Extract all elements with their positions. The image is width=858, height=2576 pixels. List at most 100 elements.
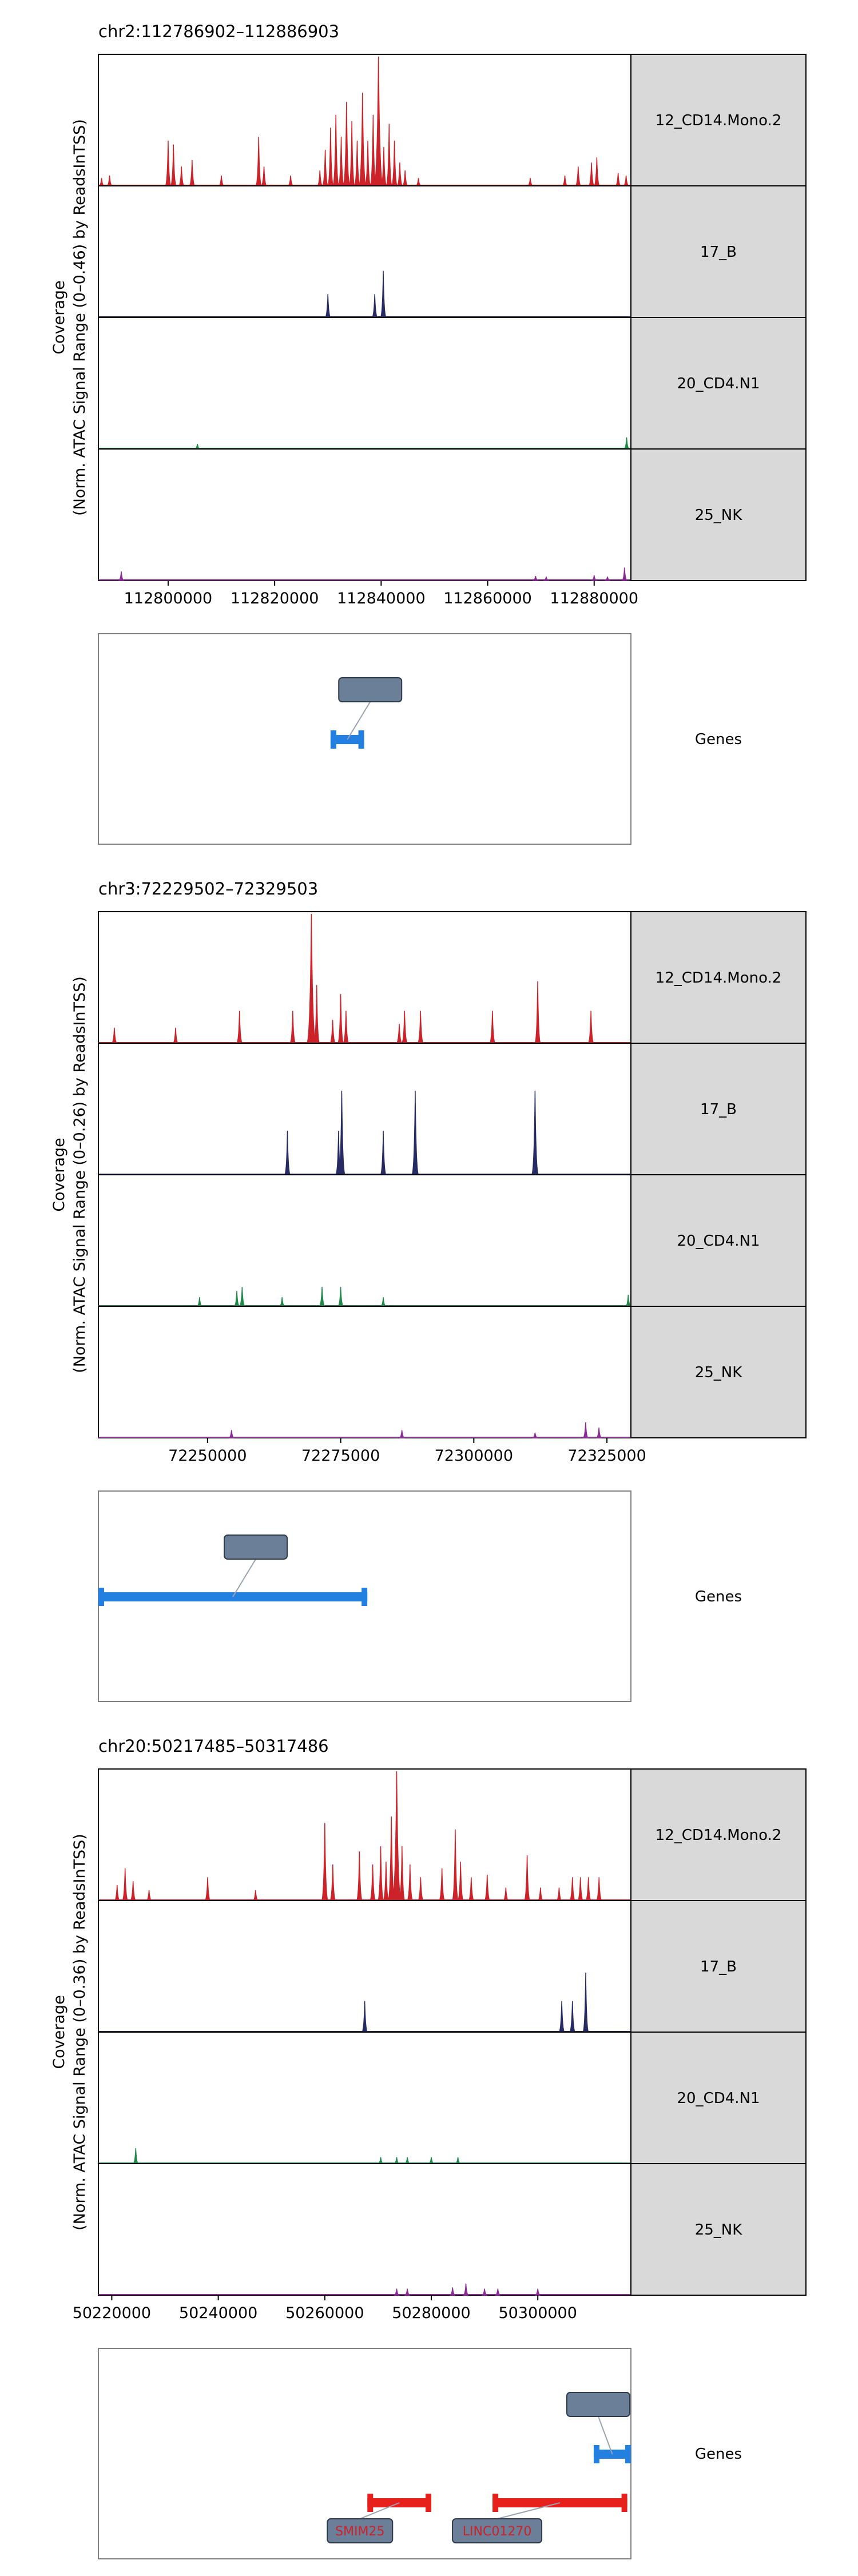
peak	[411, 1091, 419, 1175]
peak	[289, 1011, 296, 1044]
gene-exon	[492, 2494, 499, 2512]
gene-label-box	[452, 2518, 543, 2543]
peak	[327, 128, 334, 186]
track-label: 17_B	[700, 1958, 737, 1975]
track-12_CD14.Mono.2: 12_CD14.Mono.2	[98, 911, 807, 1044]
peak	[121, 1868, 129, 1901]
peak	[399, 1846, 406, 1901]
peak	[407, 1864, 414, 1901]
gene-label-box	[566, 2392, 630, 2417]
peak	[353, 140, 361, 186]
gene-track: Genes	[98, 1490, 742, 1702]
peak	[358, 93, 367, 186]
peak	[558, 2001, 565, 2033]
gene-track-frame	[98, 633, 631, 845]
peak	[337, 994, 344, 1044]
gene-2: LINC01270	[452, 2494, 627, 2543]
track-label: 12_CD14.Mono.2	[656, 969, 782, 987]
gene-exon	[625, 2445, 631, 2463]
peak	[489, 1011, 496, 1044]
peak	[321, 149, 329, 186]
gene-exon	[367, 2494, 374, 2512]
peak	[170, 144, 177, 186]
x-tick-label: 112840000	[337, 590, 426, 607]
peak	[364, 140, 371, 186]
track-label-box	[630, 317, 807, 450]
x-tick-label: 72325000	[567, 1447, 646, 1465]
track-frame	[98, 1174, 631, 1307]
track-label: 12_CD14.Mono.2	[656, 1827, 782, 1844]
gene-label-box	[224, 1535, 288, 1560]
track-20_CD4.N1: 20_CD4.N1	[98, 1174, 807, 1307]
gene-body	[330, 735, 364, 744]
x-tick-label: 112800000	[124, 590, 213, 607]
y-axis-label-line-1: Coverage	[50, 1138, 68, 1211]
x-tick-label: 50280000	[392, 2304, 470, 2322]
peak	[457, 1862, 464, 1901]
peak	[383, 1862, 390, 1901]
gene-track: Genes	[98, 633, 742, 845]
track-frame	[98, 2163, 631, 2296]
peak	[284, 1131, 291, 1175]
peak	[523, 1855, 531, 1901]
peak	[236, 1011, 243, 1044]
peak	[380, 147, 387, 186]
track-25_NK: 25_NK	[98, 1306, 807, 1438]
peak	[531, 1091, 539, 1175]
gene-exon	[330, 730, 336, 749]
peak	[356, 1851, 363, 1901]
panel-2: chr3:72229502–72329503 Coverage (Norm. ATA…	[50, 879, 807, 1702]
gene-exon	[362, 1588, 368, 1606]
peak	[306, 913, 317, 1044]
y-axis-label-line-1: Coverage	[50, 280, 68, 354]
peak	[417, 1011, 424, 1044]
gene-exon	[593, 2445, 599, 2463]
peak	[332, 114, 340, 186]
x-tick-label: 50240000	[179, 2304, 257, 2322]
track-12_CD14.Mono.2: 12_CD14.Mono.2	[98, 54, 807, 186]
peak	[165, 140, 172, 186]
track-frame	[98, 448, 631, 581]
peak	[438, 1868, 446, 1901]
peak	[377, 1846, 384, 1901]
panel-title: chr20:50217485–50317486	[98, 1736, 329, 1756]
panel-1: chr2:112786902–112886903 Coverage (Norm. A…	[50, 22, 807, 845]
y-axis-label: Coverage (Norm. ATAC Signal Range (0–0.46…	[50, 119, 89, 516]
gene-label: SMIM25	[335, 2525, 384, 2539]
gene-exon	[98, 1588, 104, 1606]
peak	[337, 1091, 346, 1175]
track-frame	[98, 1043, 631, 1175]
track-20_CD4.N1: 20_CD4.N1	[98, 2032, 807, 2164]
x-tick-label: 72250000	[168, 1447, 247, 1465]
y-axis-label: Coverage (Norm. ATAC Signal Range (0–0.26…	[50, 976, 89, 1373]
gene-label-box	[338, 677, 403, 702]
y-axis-label-line-2: (Norm. ATAC Signal Range (0–0.26) by Rea…	[71, 976, 89, 1373]
gene-exon	[358, 730, 364, 749]
track-25_NK: 25_NK	[98, 448, 807, 581]
gene-label-box	[327, 2518, 394, 2543]
peak	[587, 1011, 594, 1044]
peak	[582, 1973, 589, 2033]
track-label: 25_NK	[695, 2221, 743, 2239]
track-label-box	[630, 2163, 807, 2296]
peak	[369, 1864, 376, 1901]
panel-3: chr20:50217485–50317486 Coverage (Norm. AT…	[50, 1736, 807, 2559]
peak	[313, 985, 320, 1044]
track-frame	[98, 54, 631, 186]
gene-3	[566, 2392, 631, 2463]
genes-label: Genes	[695, 731, 742, 748]
track-label: 20_CD4.N1	[677, 1233, 760, 1250]
track-label: 20_CD4.N1	[677, 2090, 760, 2107]
peak	[451, 1829, 459, 1901]
y-axis-label-line-1: Coverage	[50, 1995, 68, 2069]
gene-label-leader	[359, 2502, 400, 2519]
track-frame	[98, 317, 631, 450]
x-tick-label: 112880000	[550, 590, 638, 607]
y-axis-label-line-2: (Norm. ATAC Signal Range (0–0.46) by Rea…	[71, 119, 89, 516]
gene-label-leader	[232, 1559, 256, 1597]
track-12_CD14.Mono.2: 12_CD14.Mono.2	[98, 1768, 807, 1901]
track-25_NK: 25_NK	[98, 2163, 807, 2296]
track-label: 20_CD4.N1	[677, 375, 760, 392]
